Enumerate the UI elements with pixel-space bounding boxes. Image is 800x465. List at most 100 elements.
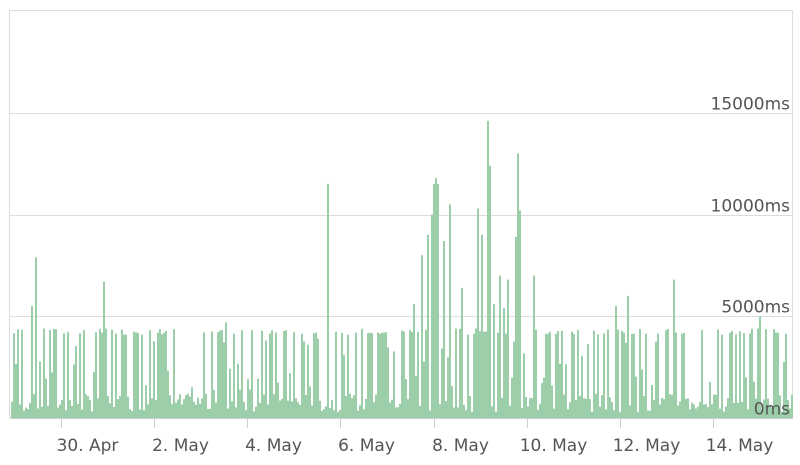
bar [783,362,785,418]
bar [373,402,375,418]
bar [365,398,367,418]
bar [467,334,469,418]
bar [357,410,359,418]
bar [695,408,697,418]
bar [109,403,111,418]
bar [597,334,599,418]
bar [573,333,575,418]
bar [657,333,659,418]
bar [331,399,333,418]
bar [147,404,149,418]
bar [169,395,171,418]
bar [439,404,441,418]
bar [319,400,321,418]
bar [431,214,433,418]
bar [231,401,233,418]
bar [517,153,519,418]
bar [779,395,781,418]
bar [77,403,79,418]
bar [289,373,291,418]
bar [133,331,135,418]
bar [311,405,313,418]
bar [649,410,651,418]
bar [753,381,755,418]
bar [131,410,133,418]
bar [185,395,187,418]
bar [61,399,63,418]
bar [543,377,545,418]
bar [67,332,69,418]
bar [261,330,263,418]
bar [117,399,119,418]
bar [151,398,153,418]
bar-series [11,120,793,418]
bar [423,361,425,418]
bar [29,402,31,418]
bar [735,334,737,418]
bar [727,398,729,418]
bar [533,275,535,418]
bar [545,333,547,418]
bar [643,395,645,418]
bar [177,399,179,418]
bar [229,368,231,418]
x-tick-label: 14. May [706,436,774,456]
x-tick-label: 30. Apr [57,436,119,456]
bar [613,410,615,418]
bar [31,306,33,418]
bar [279,400,281,418]
bar [667,328,669,418]
bar [529,398,531,418]
bar [49,329,51,418]
bar [161,334,163,418]
bar [647,410,649,418]
bar [579,395,581,418]
bar [741,401,743,418]
x-tick-label: 10. May [520,436,588,456]
bar [501,397,503,418]
bar [275,332,277,418]
bar [523,353,525,418]
bar [401,330,403,418]
bar [137,332,139,418]
bar [585,398,587,418]
bar [601,395,603,418]
bar [491,406,493,418]
bar [505,333,507,418]
bar [785,333,787,418]
bar [743,333,745,418]
x-tick-label: 4. May [245,436,302,456]
bar [663,399,665,418]
bar [245,409,247,418]
bar [257,378,259,418]
bar [631,333,633,418]
bar [317,338,319,418]
bar [441,348,443,418]
bar [455,328,457,418]
bar [157,332,159,418]
bar [521,408,523,418]
bar [725,406,727,418]
bar [79,333,81,418]
bar [409,330,411,418]
bar [535,329,537,418]
bar [189,396,191,418]
bar [193,401,195,418]
bar [293,332,295,418]
bar [27,409,29,418]
bar [683,332,685,418]
bar [203,332,205,418]
bar [639,328,641,418]
bar [95,332,97,418]
bar [339,410,341,418]
bar [45,378,47,418]
bar [267,404,269,418]
bar [113,407,115,418]
bar [367,333,369,418]
bar [637,411,639,418]
bar [71,405,73,418]
bar [25,407,27,418]
bar [611,402,613,418]
bar [697,406,699,418]
bar [93,371,95,418]
